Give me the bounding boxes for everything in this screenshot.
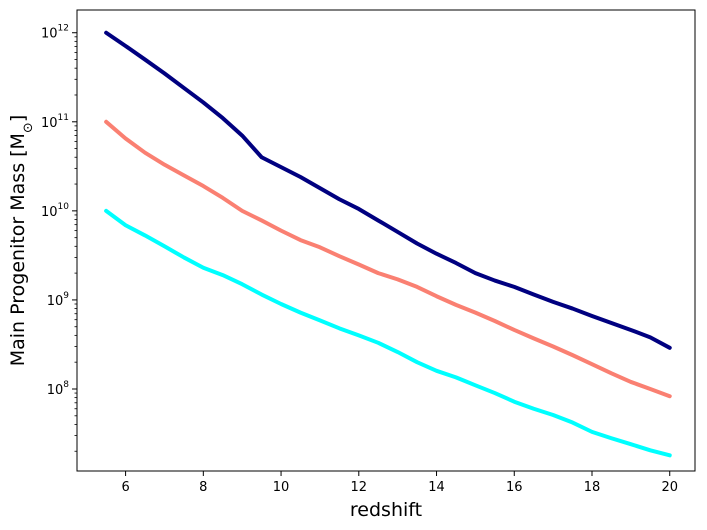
y-tick-base: 10 <box>47 383 64 398</box>
y-tick-exponent: 8 <box>63 380 69 390</box>
y-tick-label: 108 <box>47 380 70 398</box>
y-tick-base: 10 <box>41 27 58 42</box>
x-tick-label: 20 <box>661 480 678 495</box>
x-tick-label: 12 <box>351 480 368 495</box>
series-line-3 <box>104 208 672 458</box>
x-axis-title: redshift <box>350 499 422 521</box>
x-tick-label: 14 <box>428 480 445 495</box>
y-tick-label: 109 <box>47 291 70 309</box>
y-tick-base: 10 <box>41 116 58 131</box>
series-line-2 <box>104 119 672 399</box>
y-tick-label: 1011 <box>41 113 69 131</box>
y-tick-base: 10 <box>47 294 64 309</box>
y-tick-label: 1012 <box>41 24 69 42</box>
x-tick-label: 10 <box>273 480 290 495</box>
x-tick-label: 8 <box>199 480 207 495</box>
series-layer <box>104 30 672 458</box>
x-tick-label: 6 <box>121 480 129 495</box>
y-tick-base: 10 <box>41 205 58 220</box>
series-line-1 <box>104 30 672 350</box>
y-tick-label: 1010 <box>41 202 69 220</box>
y-axis-title: Main Progenitor Mass [M⊙] <box>7 115 36 367</box>
x-tick-label: 18 <box>584 480 601 495</box>
y-axis-title-main: Main Progenitor Mass [M <box>7 133 29 366</box>
y-axis-title-close: ] <box>7 115 29 122</box>
plot-frame <box>76 9 696 472</box>
y-tick-exponent: 12 <box>58 24 69 34</box>
y-tick-exponent: 9 <box>63 291 69 301</box>
y-tick-exponent: 11 <box>58 113 69 123</box>
x-axis: 6 8 10 12 14 16 18 20 <box>121 471 678 495</box>
y-axis-title-sub: ⊙ <box>21 122 36 133</box>
x-tick-label: 16 <box>506 480 523 495</box>
y-tick-exponent: 10 <box>58 202 70 212</box>
